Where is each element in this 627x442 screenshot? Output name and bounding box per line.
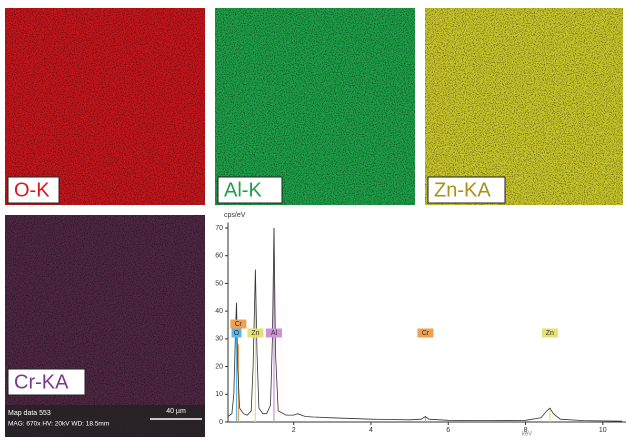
map-label-box [7, 176, 60, 204]
x-tick-label: 10 [599, 427, 607, 434]
x-tick-label: 4 [369, 427, 373, 434]
x-axis-label: keV [522, 432, 532, 437]
y-tick-label: 0 [219, 419, 223, 426]
map-label-box [7, 368, 86, 396]
y-tick-label: 20 [215, 363, 223, 370]
y-tick-label: 50 [215, 280, 223, 287]
peak-label: Zn [251, 330, 259, 337]
map-texture [5, 8, 205, 205]
peak-label-box [265, 328, 282, 338]
map-label: Zn-KA [434, 179, 491, 201]
y-tick-label: 40 [215, 308, 223, 315]
peak-label: O [234, 330, 240, 337]
map-label: Cr-KA [14, 371, 69, 393]
peak-label: Cr [235, 321, 243, 328]
map-info: Map data 553 [8, 410, 51, 417]
map-info: MAG: 670x HV: 20kV WD: 18.5mm [8, 421, 109, 428]
x-tick-label: 2 [292, 427, 296, 434]
peak-label: Al [271, 330, 278, 337]
spectrum [227, 227, 623, 422]
scale-label: 40 µm [166, 408, 186, 415]
peak-label-box [541, 328, 558, 338]
y-tick-label: 30 [215, 336, 223, 343]
map-label: O-K [14, 179, 50, 201]
x-tick-label: 8 [524, 427, 528, 434]
map-label-box [427, 176, 506, 204]
x-tick-label: 6 [446, 427, 450, 434]
map-texture [215, 8, 415, 205]
map-info-bar [5, 405, 205, 437]
map-label-box [217, 176, 283, 204]
peak-label: Cr [422, 330, 430, 337]
y-tick-label: 70 [215, 225, 223, 232]
map-label: Al-K [224, 179, 262, 201]
y-tick-label: 60 [215, 253, 223, 260]
y-axis-label: cps/eV [224, 212, 246, 219]
peak-label-box [230, 319, 247, 329]
map-texture [5, 215, 205, 437]
peak-label-box [417, 328, 434, 338]
peak-label: Zn [546, 330, 554, 337]
peak-label-box [247, 328, 264, 338]
peak-label-box [231, 328, 242, 338]
y-tick-label: 10 [215, 391, 223, 398]
map-texture [425, 8, 623, 205]
